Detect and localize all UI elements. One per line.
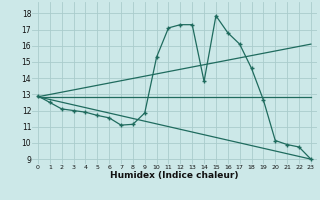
X-axis label: Humidex (Indice chaleur): Humidex (Indice chaleur)	[110, 171, 239, 180]
